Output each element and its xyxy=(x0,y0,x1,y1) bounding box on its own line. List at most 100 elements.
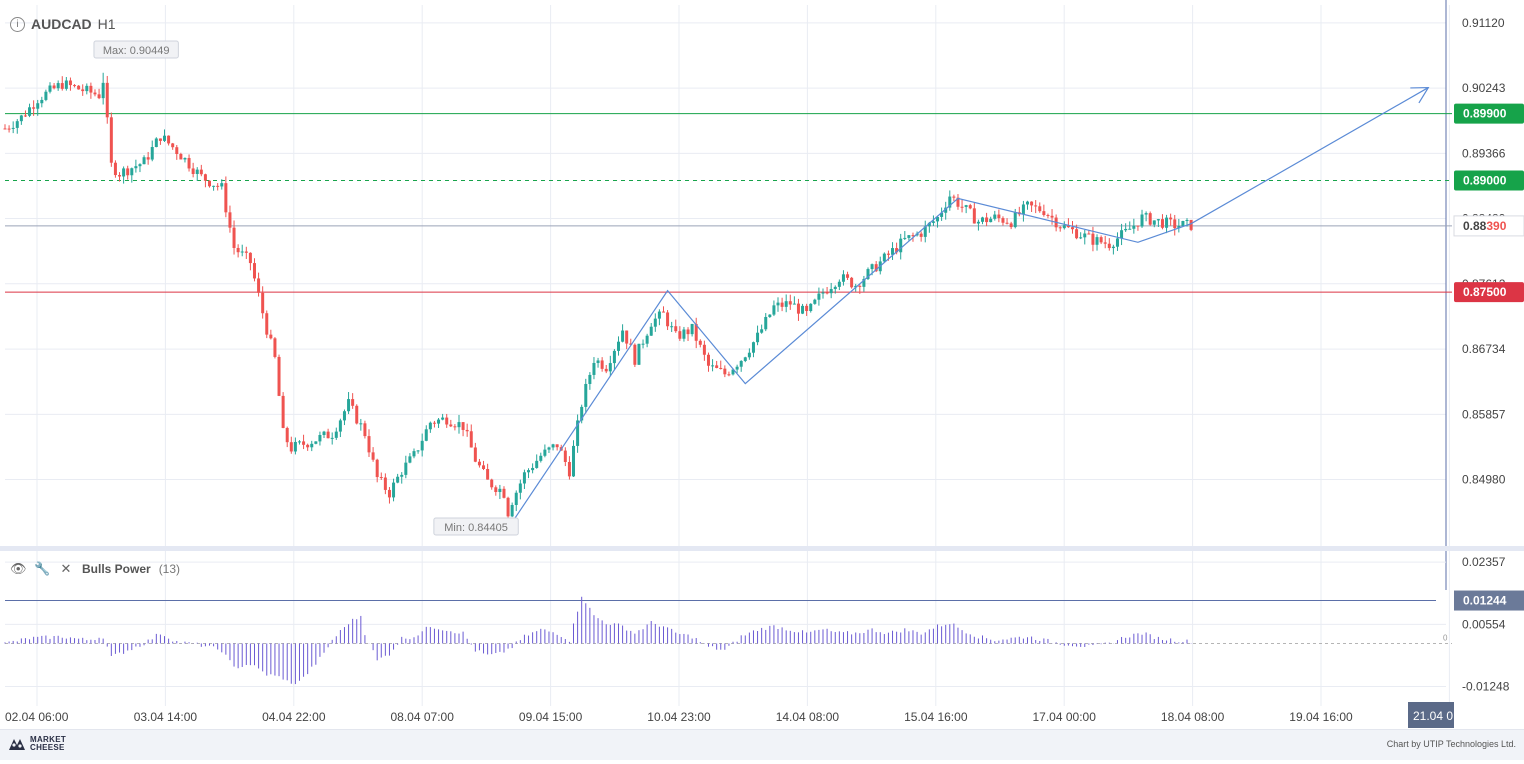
candle-body xyxy=(1038,206,1042,212)
logo-icon xyxy=(9,739,25,750)
candle-body xyxy=(743,357,747,361)
symbol-label: AUDCAD xyxy=(31,16,92,32)
wrench-icon[interactable]: 🔧 xyxy=(34,561,51,576)
candle-body xyxy=(351,399,355,406)
candle-body xyxy=(244,251,248,253)
candle-body xyxy=(1001,218,1005,223)
candle-body xyxy=(428,422,432,430)
candle-body xyxy=(862,278,866,287)
candle-body xyxy=(216,185,220,187)
indicator-name: Bulls Power xyxy=(82,562,151,576)
candle-body xyxy=(993,214,997,219)
x-tick-label: 03.04 14:00 xyxy=(134,710,198,724)
candle-body xyxy=(1165,217,1169,228)
logo-line-2: CHEESE xyxy=(30,743,65,752)
candle-body xyxy=(674,326,678,332)
candle-body xyxy=(396,476,400,483)
candle-body xyxy=(261,292,265,314)
candle-body xyxy=(1120,230,1124,239)
x-tick-label: 04.04 22:00 xyxy=(262,710,326,724)
candle-body xyxy=(134,166,138,169)
candle-body xyxy=(40,99,44,104)
candle-body xyxy=(1021,204,1025,215)
candle-body xyxy=(1160,219,1164,228)
logo[interactable]: MARKET CHEESE xyxy=(8,736,66,752)
candle-body xyxy=(371,452,375,460)
candle-body xyxy=(539,455,543,461)
candle-body xyxy=(936,216,940,222)
logo-text: MARKET CHEESE xyxy=(30,736,66,752)
candle-body xyxy=(670,326,674,328)
candle-body xyxy=(449,424,453,427)
candle-body xyxy=(167,135,171,144)
candle-body xyxy=(547,447,551,450)
candle-body xyxy=(837,281,841,287)
candle-body xyxy=(735,366,739,370)
candle-body xyxy=(1066,225,1070,228)
candle-body xyxy=(338,420,342,432)
candle-body xyxy=(36,103,40,109)
candle-body xyxy=(297,441,301,443)
candle-body xyxy=(948,196,952,208)
candle-body xyxy=(220,183,224,187)
candle-body xyxy=(445,417,449,425)
candle-body xyxy=(633,344,637,365)
candle-body xyxy=(1091,233,1095,245)
candle-body xyxy=(408,456,412,463)
candle-body xyxy=(252,263,256,279)
candle-body xyxy=(412,451,416,457)
candle-body xyxy=(1107,243,1111,249)
candle-body xyxy=(77,85,81,90)
candle-body xyxy=(1152,220,1156,225)
candle-body xyxy=(1087,233,1091,235)
future-date-label: 21.04 0 xyxy=(1413,709,1453,723)
candle-body xyxy=(265,313,269,335)
eye-icon[interactable]: 👁 xyxy=(10,561,27,576)
panel-separator xyxy=(0,546,1524,551)
candle-body xyxy=(747,352,751,358)
candle-body xyxy=(621,330,625,342)
candle-body xyxy=(1070,227,1074,230)
chart-header: i AUDCAD H1 xyxy=(10,14,116,34)
candle-body xyxy=(1009,223,1013,228)
candle-body xyxy=(52,85,56,89)
candle-body xyxy=(1136,225,1140,227)
candle-body xyxy=(629,343,633,345)
ind-y-tick-label: -0.01248 xyxy=(1462,680,1510,694)
candle-body xyxy=(1169,217,1173,220)
x-tick-label: 17.04 00:00 xyxy=(1032,710,1096,724)
candle-body xyxy=(387,489,391,498)
candle-body xyxy=(1046,215,1050,217)
current-price-suffix: 390 xyxy=(1486,219,1506,233)
x-tick-label: 09.04 15:00 xyxy=(519,710,583,724)
candle-body xyxy=(981,217,985,222)
close-icon[interactable]: ✕ xyxy=(60,561,72,576)
candle-body xyxy=(85,85,89,92)
candle-body xyxy=(93,92,97,95)
info-icon[interactable]: i xyxy=(10,16,25,32)
price-level-tag xyxy=(1454,170,1524,191)
candle-body xyxy=(73,85,77,87)
candle-body xyxy=(813,299,817,304)
candle-body xyxy=(514,492,518,505)
candle-body xyxy=(44,91,48,100)
candle-body xyxy=(118,175,122,177)
max-label-box xyxy=(93,40,179,59)
candle-body xyxy=(1075,229,1079,239)
candle-body xyxy=(911,235,915,237)
candle-body xyxy=(764,316,768,330)
candle-body xyxy=(56,83,60,89)
candle-body xyxy=(584,383,588,407)
candle-body xyxy=(105,82,109,118)
x-tick-label: 18.04 08:00 xyxy=(1161,710,1225,724)
candle-body xyxy=(960,206,964,208)
candle-body xyxy=(1083,233,1087,238)
candle-body xyxy=(580,406,584,421)
candle-body xyxy=(891,248,895,255)
candle-body xyxy=(64,80,68,89)
price-level-value: 0.89900 xyxy=(1463,107,1507,121)
candle-body xyxy=(1050,215,1054,218)
candle-body xyxy=(175,147,179,154)
